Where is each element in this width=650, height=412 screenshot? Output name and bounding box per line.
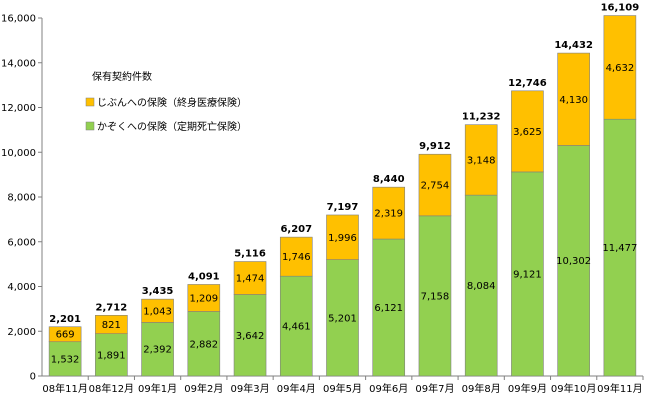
legend-label-jibun: じぶんへの保険（終身医療保険） [97, 96, 247, 109]
total-value-label: 5,116 [234, 249, 266, 260]
total-value-label: 2,201 [49, 314, 81, 325]
segment-value-label: 4,461 [282, 322, 311, 333]
total-value-label: 12,746 [508, 78, 547, 89]
bar-segment-jibun [557, 52, 590, 146]
segment-value-label: 4,130 [559, 95, 588, 106]
legend: 保有契約件数 じぶんへの保険（終身医療保険） かぞくへの保険（定期死亡保険） [85, 70, 247, 133]
legend-swatch-kazoku [85, 121, 95, 131]
y-tick-label: 0 [30, 372, 36, 383]
segment-value-label: 3,148 [467, 155, 496, 166]
segment-value-label: 1,532 [51, 354, 80, 365]
bar-segment-kazoku [233, 294, 267, 377]
y-tick-label: 16,000 [1, 14, 36, 25]
bar-segment-jibun [372, 186, 406, 240]
data-labels: 1,532 669 2,201 1,891 821 2,712 2,392 1,043 3,43… [49, 3, 639, 366]
total-value-label: 6,207 [280, 224, 312, 235]
bar-segment-kazoku [464, 194, 498, 377]
segment-value-label: 1,209 [189, 293, 218, 304]
bar-segment-jibun [233, 261, 267, 295]
y-tick-label: 12,000 [1, 103, 36, 114]
total-value-label: 7,197 [327, 202, 359, 213]
y-tick-label: 2,000 [7, 327, 36, 338]
segment-value-label: 3,625 [513, 127, 542, 138]
bar-segment-kazoku [48, 341, 82, 377]
legend-title: 保有契約件数 [92, 70, 152, 83]
x-tick-label: 09年11月 [597, 382, 642, 395]
legend-label-kazoku: かぞくへの保険（定期死亡保険） [97, 120, 247, 133]
segment-value-label: 1,474 [236, 274, 265, 285]
bar-segment-kazoku [372, 238, 406, 377]
total-value-label: 11,232 [462, 112, 501, 123]
segment-value-label: 1,746 [282, 252, 311, 263]
bar-segment-jibun [464, 124, 498, 196]
x-tick-label: 09年4月 [277, 382, 316, 395]
segment-value-label: 11,477 [602, 243, 637, 254]
bars [48, 15, 637, 377]
x-tick-label: 09年10月 [551, 382, 596, 395]
segment-value-label: 1,043 [143, 306, 172, 317]
total-value-label: 8,440 [373, 174, 405, 185]
segment-value-label: 1,891 [97, 350, 126, 361]
y-tick-label: 14,000 [1, 58, 36, 69]
bar-segment-jibun [187, 284, 221, 312]
y-tick-label: 10,000 [1, 148, 36, 159]
segment-value-label: 669 [56, 330, 75, 341]
bar-segment-jibun [418, 153, 452, 217]
bar-segment-kazoku [141, 322, 174, 377]
bar-segment-jibun [279, 236, 313, 277]
y-tick-label: 6,000 [7, 237, 36, 248]
bar-segment-kazoku [418, 215, 452, 377]
x-tick-label: 09年2月 [184, 382, 223, 395]
segment-value-label: 2,392 [143, 345, 172, 356]
x-tick-label: 09年6月 [369, 382, 408, 395]
segment-value-label: 2,319 [374, 209, 403, 220]
x-tick-label: 09年9月 [508, 382, 547, 395]
x-tick-label: 09年8月 [462, 382, 501, 395]
bar-segment-jibun [141, 298, 174, 323]
bar-segment-kazoku [95, 333, 128, 377]
total-value-label: 2,712 [96, 302, 128, 313]
segment-value-label: 8,084 [467, 281, 496, 292]
x-tick-label: 08年12月 [89, 382, 134, 395]
x-tick-label: 09年7月 [415, 382, 454, 395]
segment-value-label: 4,632 [606, 63, 635, 74]
total-value-label: 4,091 [188, 271, 220, 282]
total-value-label: 9,912 [419, 141, 451, 152]
bar-segment-jibun [95, 315, 128, 334]
total-value-label: 16,109 [601, 3, 640, 14]
segment-value-label: 6,121 [374, 303, 403, 314]
x-tick-label: 08年11月 [42, 382, 87, 395]
x-tick-label: 09年5月 [323, 382, 362, 395]
bar-segment-kazoku [511, 171, 544, 377]
segment-value-label: 10,302 [556, 256, 591, 267]
bar-segment-jibun [48, 326, 82, 343]
bar-segment-jibun [603, 15, 637, 120]
bar-segment-kazoku [557, 145, 590, 377]
segment-value-label: 2,882 [189, 339, 218, 350]
x-tick-label: 09年3月 [230, 382, 269, 395]
segment-value-label: 3,642 [236, 331, 265, 342]
legend-swatch-jibun [85, 97, 95, 107]
y-tick-label: 8,000 [7, 193, 36, 204]
y-tick-label: 4,000 [7, 282, 36, 293]
segment-value-label: 9,121 [513, 269, 542, 280]
total-value-label: 14,432 [554, 40, 593, 51]
bar-segment-kazoku [603, 118, 637, 377]
x-tick-label: 09年1月 [138, 382, 177, 395]
bar-segment-jibun [511, 90, 544, 173]
bar-segment-jibun [326, 214, 359, 260]
segment-value-label: 7,158 [421, 291, 450, 302]
segment-value-label: 5,201 [328, 313, 357, 324]
total-value-label: 3,435 [142, 286, 174, 297]
segment-value-label: 1,996 [328, 233, 357, 244]
segment-value-label: 2,754 [421, 181, 450, 192]
segment-value-label: 821 [102, 320, 121, 331]
bar-segment-kazoku [326, 259, 359, 377]
